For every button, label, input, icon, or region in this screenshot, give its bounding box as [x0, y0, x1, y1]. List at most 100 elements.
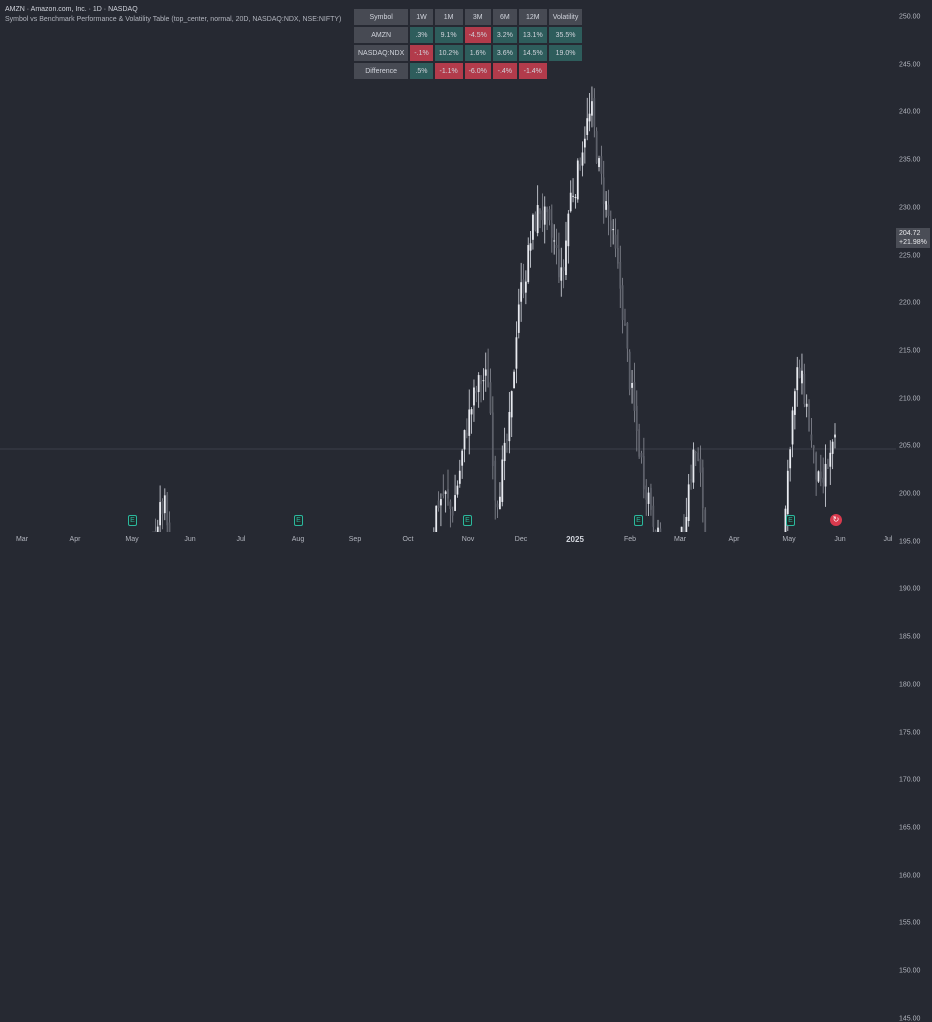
- table-row: AMZN.3%9.1%-4.5%3.2%13.1%35.5%: [354, 27, 582, 43]
- table-symbol-cell: Difference: [354, 63, 408, 79]
- table-value-cell: .5%: [410, 63, 432, 79]
- candle: [549, 206, 551, 225]
- candle: [659, 522, 661, 532]
- candle: [560, 248, 562, 297]
- candle: [619, 246, 621, 308]
- chart-legend: AMZN · Amazon.com, Inc. · 1D · NASDAQ Sy…: [5, 5, 341, 25]
- candle: [539, 208, 541, 228]
- candle: [608, 190, 610, 236]
- table-header-cell: 3M: [465, 9, 491, 25]
- table-value-cell: 10.2%: [435, 45, 463, 61]
- table-symbol-cell: NASDAQ:NDX: [354, 45, 408, 61]
- candle: [164, 488, 166, 520]
- price-tick-label: 250.00: [899, 14, 920, 21]
- price-tick-label: 175.00: [899, 729, 920, 736]
- table-header-cell: Symbol: [354, 9, 408, 25]
- candle: [466, 418, 468, 438]
- candle: [490, 368, 492, 414]
- candle: [586, 98, 588, 140]
- time-tick-label: Jun: [834, 536, 845, 543]
- time-tick-label: Feb: [624, 536, 636, 543]
- candle: [506, 434, 508, 453]
- candle: [638, 424, 640, 459]
- earnings-e-icon[interactable]: E: [294, 515, 303, 526]
- table-value-cell: 19.0%: [549, 45, 583, 61]
- candle: [162, 498, 164, 529]
- candle: [589, 93, 591, 131]
- price-tick-label: 205.00: [899, 443, 920, 450]
- candle: [544, 196, 546, 243]
- price-tick-label: 170.00: [899, 777, 920, 784]
- candle: [166, 492, 168, 532]
- candle: [827, 459, 829, 469]
- candle: [617, 229, 619, 268]
- candle: [801, 354, 803, 395]
- table-value-cell: 35.5%: [549, 27, 583, 43]
- candle: [645, 479, 647, 516]
- candle: [452, 507, 454, 523]
- candle: [499, 482, 501, 509]
- candle: [652, 497, 654, 532]
- candle: [685, 498, 687, 532]
- candle: [438, 491, 440, 511]
- candle: [582, 141, 584, 176]
- candle: [702, 460, 704, 523]
- candle: [471, 407, 473, 434]
- candle: [464, 429, 466, 462]
- indicator-label[interactable]: Symbol vs Benchmark Performance & Volati…: [5, 15, 341, 25]
- earnings-e-icon[interactable]: E: [128, 515, 137, 526]
- candle: [525, 270, 527, 304]
- candle: [591, 86, 593, 127]
- candle: [459, 460, 461, 488]
- candle: [482, 368, 484, 400]
- candle: [612, 219, 614, 244]
- time-tick-label: Dec: [515, 536, 527, 543]
- candle: [541, 193, 543, 231]
- candle: [626, 322, 628, 362]
- candle: [475, 386, 477, 402]
- candle: [822, 458, 824, 494]
- table-value-cell: 9.1%: [435, 27, 463, 43]
- candle: [832, 439, 834, 469]
- table-header-cell: 1M: [435, 9, 463, 25]
- time-tick-label: Mar: [16, 536, 28, 543]
- candle: [468, 389, 470, 454]
- candle: [683, 514, 685, 532]
- price-tick-label: 210.00: [899, 395, 920, 402]
- last-price-badge: 204.72 +21.98%: [896, 228, 930, 248]
- candle: [523, 264, 525, 298]
- earnings-e-icon[interactable]: E: [634, 515, 643, 526]
- time-tick-label: Mar: [674, 536, 686, 543]
- price-tick-label: 155.00: [899, 920, 920, 927]
- chart-plot-area[interactable]: AMZN · Amazon.com, Inc. · 1D · NASDAQ Sy…: [0, 0, 896, 532]
- table-value-cell: -.4%: [493, 63, 517, 79]
- table-header-cell: 12M: [519, 9, 547, 25]
- price-tick-label: 245.00: [899, 61, 920, 68]
- candle: [820, 455, 822, 486]
- dividend-icon[interactable]: ↻: [830, 514, 842, 526]
- table-header-cell: 1W: [410, 9, 432, 25]
- chart-window[interactable]: AMZN · Amazon.com, Inc. · 1D · NASDAQ Sy…: [0, 0, 932, 550]
- candle: [575, 194, 577, 209]
- candle: [556, 229, 558, 265]
- symbol-title[interactable]: AMZN · Amazon.com, Inc. · 1D · NASDAQ: [5, 5, 341, 15]
- candle: [530, 231, 532, 268]
- candle: [641, 451, 643, 464]
- candle: [570, 180, 572, 212]
- price-tick-label: 190.00: [899, 586, 920, 593]
- table-header-cell: Volatility: [549, 9, 583, 25]
- time-tick-label: Apr: [70, 536, 81, 543]
- table-value-cell: .3%: [410, 27, 432, 43]
- earnings-e-icon[interactable]: E: [463, 515, 472, 526]
- table-row: Difference.5%-1.1%-6.0%-.4%-1.4%: [354, 63, 582, 79]
- candle: [815, 452, 817, 496]
- time-tick-label: Nov: [462, 536, 474, 543]
- candle: [631, 370, 633, 404]
- candle: [572, 178, 574, 202]
- candle: [553, 224, 555, 254]
- candle: [442, 474, 444, 498]
- last-price: 204.72: [899, 229, 929, 238]
- earnings-e-icon[interactable]: E: [786, 515, 795, 526]
